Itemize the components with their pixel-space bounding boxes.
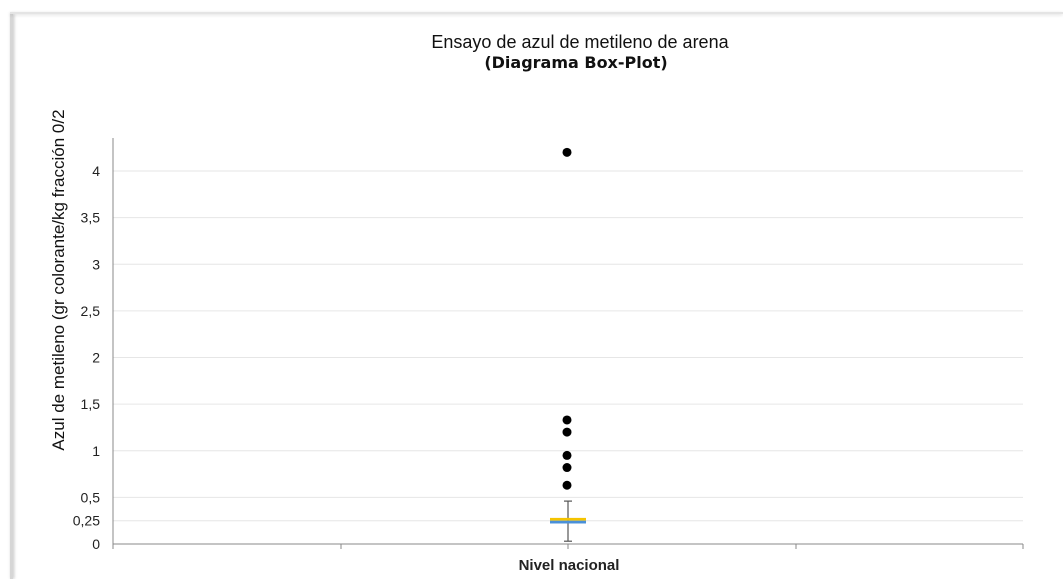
- outlier-point: [562, 427, 572, 437]
- outlier-point: [562, 463, 572, 473]
- outlier-point: [562, 480, 572, 490]
- y-tick-label: 0,25: [73, 513, 100, 529]
- chart-subtitle: (Diagrama Box-Plot): [484, 53, 667, 72]
- y-tick-label: 2,5: [81, 303, 101, 319]
- x-category-labels: Nivel nacional: [519, 557, 620, 574]
- outlier-point: [562, 450, 572, 460]
- y-tick-label: 4: [92, 163, 100, 179]
- y-tick-label: 3,5: [81, 210, 101, 226]
- y-tick-label: 1,5: [81, 396, 101, 412]
- y-axis-label: Azul de metileno (gr colorante/kg fracci…: [49, 109, 68, 450]
- y-tick-label: 0: [92, 536, 100, 552]
- outlier-point: [562, 415, 572, 425]
- x-category-label: Nivel nacional: [519, 557, 620, 574]
- box-lower-quartile: [550, 520, 586, 524]
- chart-title: Ensayo de azul de metileno de arena: [431, 32, 729, 52]
- axes: [112, 138, 1024, 549]
- y-tick-label: 3: [92, 256, 100, 272]
- frame-border-left: [10, 14, 13, 579]
- y-tick-label: 0,5: [81, 489, 101, 505]
- y-tick-label: 2: [92, 350, 100, 366]
- outlier-point: [562, 147, 572, 157]
- box-upper-quartile: [550, 517, 586, 521]
- box-plot-series: [550, 147, 586, 542]
- y-tick-labels: 0 0,25 0,5 1 1,5 2 2,5 3 3,5 4: [73, 163, 100, 552]
- frame-border-top: [10, 12, 1063, 14]
- y-tick-label: 1: [92, 443, 100, 459]
